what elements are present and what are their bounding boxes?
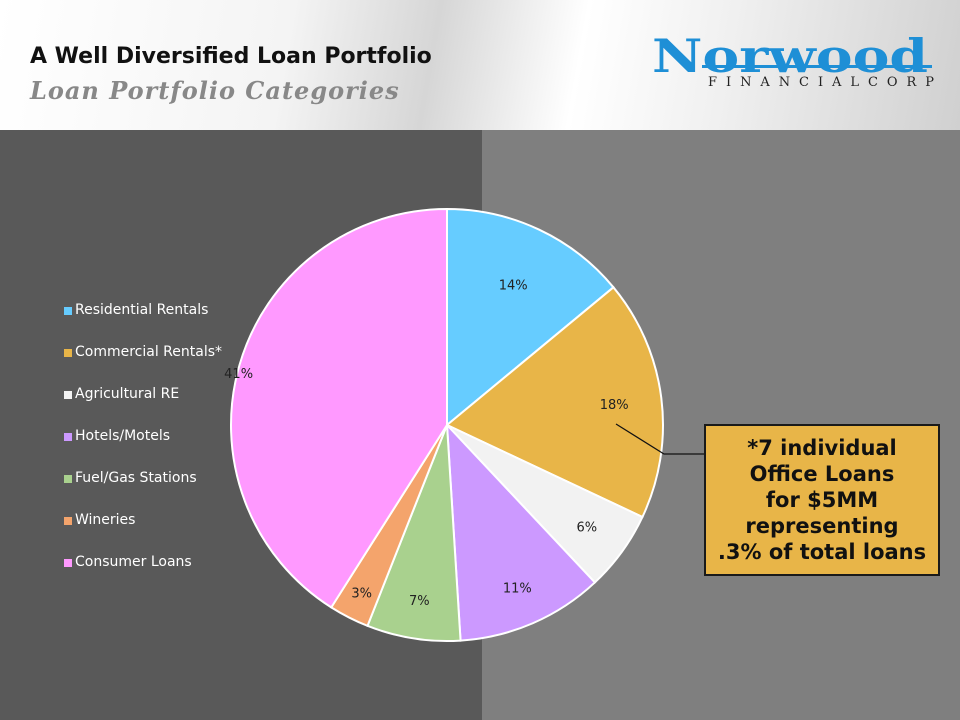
legend-swatch <box>64 517 72 525</box>
pie-slice <box>230 207 448 609</box>
legend-swatch <box>64 349 72 357</box>
legend-swatch <box>64 559 72 567</box>
data-label: 41% <box>224 367 253 382</box>
logo-wordmark: Norwood <box>652 32 928 83</box>
header-banner: A Well Diversified Loan Portfolio Loan P… <box>0 0 960 130</box>
legend-swatch <box>64 433 72 441</box>
data-label: 7% <box>409 594 430 609</box>
pie-slice <box>446 207 615 428</box>
pie-slice <box>445 285 664 519</box>
logo-tagline: F I N A N C I A L C O R P <box>708 75 934 90</box>
data-label: 6% <box>576 521 597 536</box>
data-label: 14% <box>499 278 528 293</box>
legend-label: Wineries <box>75 512 136 528</box>
callout-text: *7 individual Office Loans for $5MM repr… <box>717 436 927 564</box>
legend-label: Residential Rentals <box>75 302 209 318</box>
norwood-logo: Norwood F I N A N C I A L C O R P <box>652 32 934 90</box>
legend-label: Agricultural RE <box>75 386 180 402</box>
legend-label: Consumer Loans <box>75 554 192 570</box>
data-label: 18% <box>600 398 629 413</box>
legend-swatch <box>64 307 72 315</box>
pie-slice <box>445 422 597 642</box>
callout-leader-line <box>615 423 704 455</box>
legend-swatch <box>64 475 72 483</box>
legend-swatch <box>64 391 72 399</box>
office-loans-callout: *7 individual Office Loans for $5MM repr… <box>704 424 940 576</box>
data-label: 3% <box>351 586 372 601</box>
data-label: 11% <box>503 582 532 597</box>
legend-label: Fuel/Gas Stations <box>75 470 197 486</box>
legend-label: Commercial Rentals* <box>75 344 223 360</box>
page-subtitle: Loan Portfolio Categories <box>30 76 400 105</box>
page-title: A Well Diversified Loan Portfolio <box>30 44 432 69</box>
legend-label: Hotels/Motels <box>75 428 171 444</box>
